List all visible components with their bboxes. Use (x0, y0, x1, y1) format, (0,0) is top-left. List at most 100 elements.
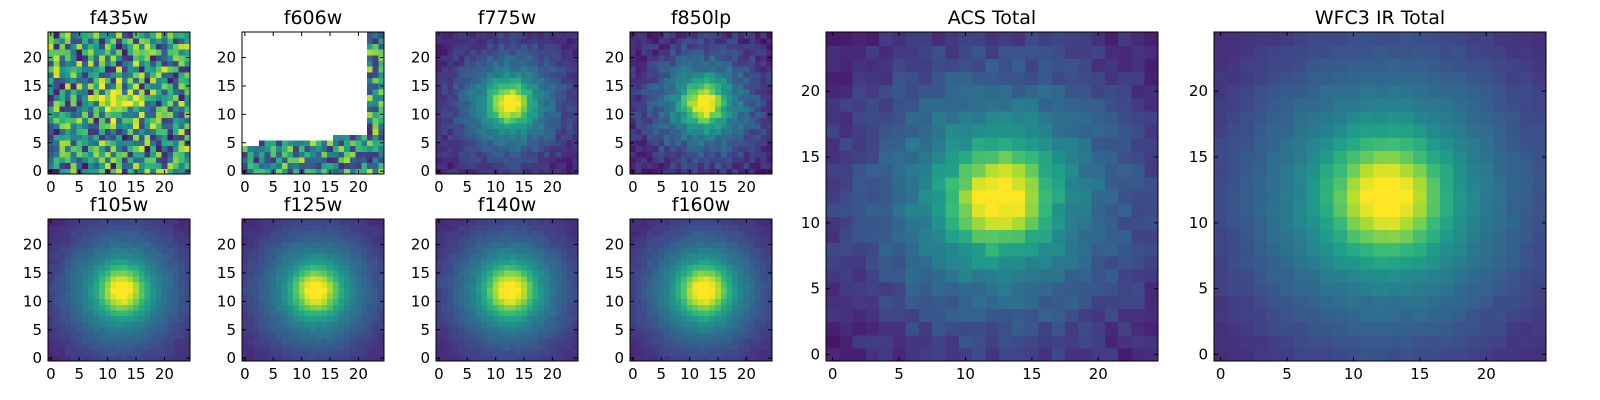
heatmap-cell (521, 83, 528, 90)
heatmap-cell (264, 162, 271, 169)
heatmap-cell (298, 304, 306, 311)
heatmap-cell (560, 60, 568, 67)
heatmap-cell (436, 292, 443, 300)
heatmap-cell (344, 77, 351, 84)
heatmap-cell (65, 94, 72, 101)
heatmap-cell (281, 298, 289, 305)
heatmap-cell (293, 105, 300, 113)
heatmap-cell (247, 151, 254, 158)
heatmap-cell (487, 88, 494, 96)
heatmap-cell (743, 134, 750, 141)
heatmap-cell (82, 100, 89, 107)
heatmap-cell (304, 355, 311, 362)
heatmap-cell (681, 338, 688, 345)
heatmap-cell (104, 151, 112, 158)
heatmap-cell (487, 128, 494, 135)
heatmap-cell (110, 298, 117, 305)
heatmap-cell (635, 168, 642, 175)
heatmap-cell (99, 94, 106, 101)
heatmap-cell (504, 326, 511, 334)
heatmap-cell (253, 145, 260, 152)
heatmap-cell (127, 241, 134, 248)
heatmap-cell (133, 326, 140, 334)
heatmap-cell (526, 224, 534, 231)
heatmap-cell (709, 275, 716, 283)
heatmap-cell (82, 71, 89, 79)
heatmap-cell (349, 343, 357, 351)
heatmap-cell (121, 49, 129, 56)
heatmap-cell (65, 224, 72, 231)
heatmap-cell (641, 315, 648, 322)
heatmap-cell (566, 258, 573, 266)
heatmap-cell (110, 168, 117, 175)
heatmap-cell (641, 49, 648, 56)
heatmap-cell (749, 60, 756, 67)
heatmap-cell (372, 315, 379, 322)
heatmap-cell (436, 105, 443, 113)
heatmap-cell (59, 100, 66, 107)
heatmap-cell (543, 111, 551, 118)
heatmap-cell (475, 224, 483, 231)
heatmap-cell (749, 168, 756, 175)
heatmap-cell (487, 66, 494, 73)
heatmap-cell (487, 304, 494, 311)
heatmap-cell (87, 219, 95, 226)
heatmap-cell (321, 100, 328, 107)
heatmap-cell (87, 156, 95, 164)
heatmap-cell (372, 54, 379, 61)
heatmap-cell (635, 292, 642, 300)
heatmap-cell (315, 315, 323, 322)
heatmap-cell (458, 258, 465, 266)
heatmap-cell (543, 338, 551, 345)
heatmap-cell (749, 338, 756, 345)
heatmap-cell (253, 219, 260, 226)
heatmap-cell (349, 247, 357, 254)
heatmap-cell (521, 281, 528, 288)
heatmap-cell (766, 66, 773, 73)
heatmap-cell (321, 236, 328, 243)
heatmap-cell (652, 326, 659, 334)
heatmap-cell (698, 83, 705, 90)
heatmap-cell (652, 338, 659, 345)
heatmap-cell (242, 309, 249, 317)
heatmap-cell (270, 88, 277, 96)
heatmap-cell (264, 219, 271, 226)
heatmap-cell (441, 326, 448, 334)
heatmap-cell (766, 156, 773, 164)
heatmap-cell (121, 292, 129, 300)
heatmap-cell (652, 321, 659, 328)
heatmap-cell (475, 241, 483, 248)
heatmap-cell (70, 111, 77, 118)
heatmap-cell (259, 134, 266, 141)
heatmap-cell (760, 54, 767, 61)
heatmap-cell (133, 77, 140, 84)
heatmap-cell (144, 134, 151, 141)
heatmap-cell (521, 128, 528, 135)
heatmap-cell (481, 168, 488, 175)
heatmap-cell (287, 309, 294, 317)
heatmap-cell (150, 343, 157, 351)
heatmap-cell (543, 145, 551, 152)
heatmap-cell (720, 60, 728, 67)
heatmap-cell (515, 275, 522, 283)
heatmap-cell (555, 54, 562, 61)
heatmap-cell (344, 100, 351, 107)
heatmap-cell (681, 60, 688, 67)
y-tick-label: 0 (420, 349, 430, 367)
heatmap-cell (715, 139, 722, 147)
heatmap-cell (743, 275, 750, 283)
heatmap-cell (298, 230, 306, 237)
heatmap-cell (82, 298, 89, 305)
heatmap-cell (698, 315, 705, 322)
heatmap-cell (87, 122, 95, 130)
heatmap-cell (110, 304, 117, 311)
heatmap-cell (327, 66, 334, 73)
heatmap-cell (692, 139, 699, 147)
heatmap-cell (470, 162, 477, 169)
heatmap-cell (281, 292, 289, 300)
heatmap-cell (441, 88, 448, 96)
heatmap-cell (70, 139, 77, 147)
heatmap-cell (675, 275, 682, 283)
heatmap-cell (475, 253, 483, 260)
heatmap-cell (692, 43, 699, 50)
